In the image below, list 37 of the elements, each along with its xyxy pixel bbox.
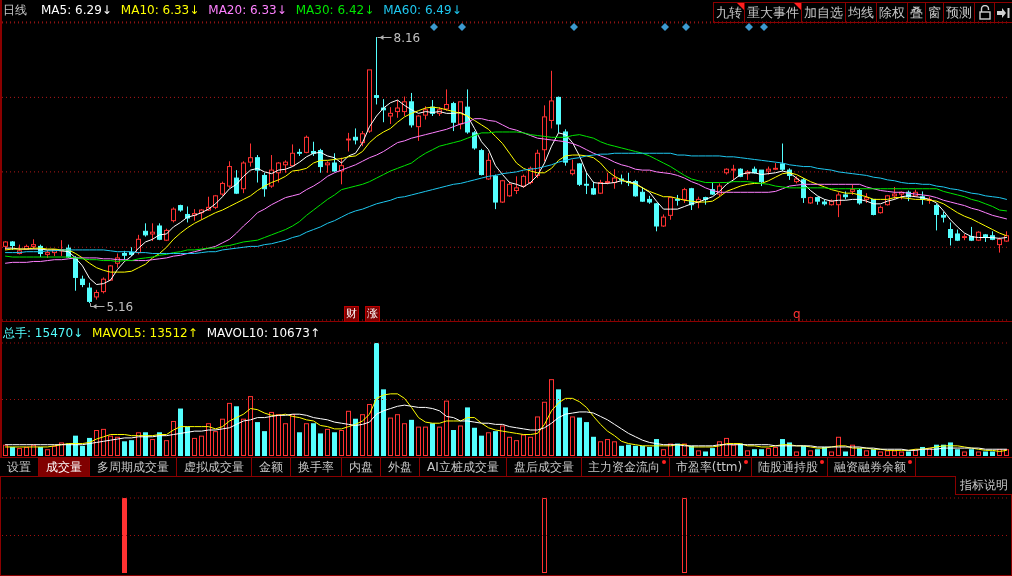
text: MA60: 6.49↓ [383, 2, 462, 18]
annotation: q [793, 307, 801, 321]
text: 均线 [845, 2, 876, 23]
annotation: 5.16 [106, 300, 134, 314]
text: 成交量 [39, 458, 90, 476]
text: 预测 [943, 2, 974, 23]
text: AI立桩成交量 [420, 458, 507, 476]
text: 陆股通持股 [752, 458, 829, 476]
text: 盘后成交量 [506, 458, 582, 476]
text: MA20: 6.33↓ [208, 2, 287, 18]
text: MAVOL5: 13512↑ [92, 325, 198, 341]
text: 融资融券余额 [828, 458, 917, 476]
text: MA5: 6.29↓ [41, 2, 112, 18]
annotation: 8.16 [393, 31, 421, 45]
text: 叠 [907, 2, 925, 23]
text: 内盘 [342, 458, 381, 476]
text: 除权 [876, 2, 907, 23]
annotation: 涨 [365, 306, 380, 322]
chart-title: 日线 [3, 2, 27, 18]
text: 重大事件 [744, 2, 801, 23]
text: 窗 [925, 2, 943, 23]
text: MA10: 6.33↓ [120, 2, 200, 18]
text: 九转 [713, 2, 744, 23]
text: 虚拟成交量 [177, 458, 252, 476]
text: 换手率 [291, 458, 342, 476]
text: 设置 [0, 458, 39, 476]
text: 外盘 [381, 458, 420, 476]
text: 金额 [252, 458, 291, 476]
text: 总手: 15470↓ [3, 325, 84, 341]
text: MA30: 6.42↓ [295, 2, 375, 18]
text: 指标说明 [955, 476, 1012, 495]
text: 市盈率(ttm) [669, 458, 753, 476]
text: 主力资金流向 [581, 458, 670, 476]
text: MAVOL10: 10673↑ [206, 325, 321, 341]
text: 加自选 [801, 2, 845, 23]
annotation: 财 [344, 306, 359, 322]
text: 多周期成交量 [90, 458, 177, 476]
